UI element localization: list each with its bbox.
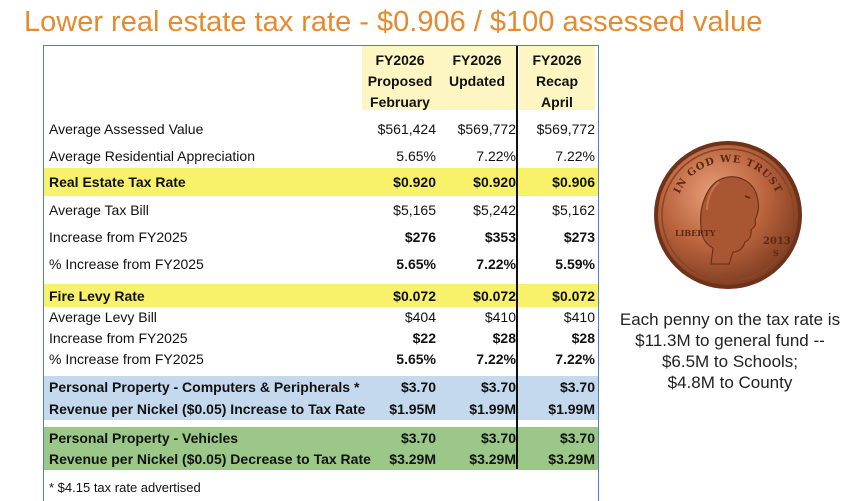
cell-recap: $28 bbox=[571, 329, 595, 346]
row-label: Increase from FY2025 bbox=[49, 329, 188, 346]
cell-proposed: $3.70 bbox=[400, 379, 436, 395]
cell-proposed: $0.920 bbox=[393, 174, 436, 190]
cell-proposed: $22 bbox=[412, 329, 436, 346]
cell-proposed: 5.65% bbox=[396, 256, 436, 272]
table-row: Average Assessed Value $561,424 $569,772… bbox=[44, 117, 598, 141]
column-header-recap: FY2026 Recap April bbox=[532, 52, 582, 110]
cell-updated: $410 bbox=[484, 309, 516, 325]
row-label: Revenue per Nickel ($0.05) Increase to T… bbox=[49, 401, 366, 417]
penny-image: IN GOD WE TRUST LIBERTY 2013 S bbox=[653, 140, 803, 295]
tax-rate-table: FY2026 Proposed February FY2026 Updated … bbox=[43, 45, 599, 501]
cell-updated: $569,772 bbox=[457, 121, 516, 137]
penny-note-line: $4.8M to County bbox=[667, 373, 793, 392]
penny-note-line: Each penny on the tax rate is bbox=[619, 310, 841, 329]
cell-recap: $410 bbox=[563, 309, 595, 325]
cell-updated: $3.70 bbox=[480, 429, 516, 446]
cell-recap: 7.22% bbox=[555, 148, 595, 164]
cell-recap: $273 bbox=[563, 229, 595, 245]
penny-mint-mark: S bbox=[773, 248, 779, 258]
cell-updated: 7.22% bbox=[476, 148, 516, 164]
table-row-highlight: Revenue per Nickel ($0.05) Decrease to T… bbox=[44, 448, 598, 470]
cell-proposed: $1.95M bbox=[389, 401, 436, 417]
row-label: Increase from FY2025 bbox=[49, 229, 188, 245]
cell-proposed: $0.072 bbox=[393, 287, 436, 304]
column-header-proposed: FY2026 Proposed February bbox=[367, 52, 433, 110]
header-highlight bbox=[519, 46, 595, 110]
cell-recap: $3.29M bbox=[548, 451, 595, 467]
table-row-highlight: Real Estate Tax Rate $0.920 $0.920 $0.90… bbox=[44, 168, 598, 196]
penny-note-line: $6.5M to Schools; bbox=[661, 352, 799, 371]
cell-recap: $3.70 bbox=[559, 379, 595, 395]
cell-proposed: $404 bbox=[404, 309, 436, 325]
cell-updated: $0.920 bbox=[473, 174, 516, 190]
cell-proposed: 5.65% bbox=[396, 148, 436, 164]
penny-note-line: $11.3M to general fund -- bbox=[635, 331, 825, 350]
cell-proposed: $5,165 bbox=[393, 202, 436, 218]
cell-proposed: $276 bbox=[404, 229, 436, 245]
table-footnote: * $4.15 tax rate advertised bbox=[49, 480, 201, 495]
cell-recap: $5,162 bbox=[552, 202, 595, 218]
row-label: % Increase from FY2025 bbox=[49, 350, 204, 367]
cell-recap: $569,772 bbox=[536, 121, 595, 137]
cell-proposed: $3.29M bbox=[389, 451, 436, 467]
row-label: Fire Levy Rate bbox=[49, 287, 145, 304]
cell-updated: 7.22% bbox=[476, 256, 516, 272]
column-header-updated: FY2026 Updated bbox=[449, 52, 505, 89]
table-row: % Increase from FY2025 5.65% 7.22% 7.22% bbox=[44, 348, 598, 369]
cell-updated: $3.70 bbox=[480, 379, 516, 395]
table-row-highlight: Personal Property - Vehicles $3.70 $3.70… bbox=[44, 427, 598, 448]
penny-note: Each penny on the tax rate is $11.3M to … bbox=[604, 309, 856, 393]
row-label: Revenue per Nickel ($0.05) Decrease to T… bbox=[49, 451, 371, 467]
row-label: Average Assessed Value bbox=[49, 121, 204, 137]
row-label: Average Residential Appreciation bbox=[49, 148, 255, 164]
table-row: % Increase from FY2025 5.65% 7.22% 5.59% bbox=[44, 252, 598, 276]
penny-liberty: LIBERTY bbox=[675, 228, 716, 238]
table-row-highlight: Fire Levy Rate $0.072 $0.072 $0.072 bbox=[44, 284, 598, 307]
cell-proposed: $3.70 bbox=[400, 429, 436, 446]
cell-proposed: $561,424 bbox=[377, 121, 436, 137]
cell-updated: $3.29M bbox=[469, 451, 516, 467]
page-title: Lower real estate tax rate - $0.906 / $1… bbox=[24, 6, 763, 38]
cell-updated: $1.99M bbox=[469, 401, 516, 417]
row-label: % Increase from FY2025 bbox=[49, 256, 204, 272]
cell-recap: $0.072 bbox=[552, 287, 595, 304]
table-row-highlight: Personal Property - Computers & Peripher… bbox=[44, 376, 598, 398]
table-row-highlight: Revenue per Nickel ($0.05) Increase to T… bbox=[44, 398, 598, 420]
table-row: Increase from FY2025 $22 $28 $28 bbox=[44, 327, 598, 348]
cell-updated: $28 bbox=[492, 329, 516, 346]
header-highlight bbox=[362, 46, 516, 110]
cell-recap: $1.99M bbox=[548, 401, 595, 417]
cell-recap: $0.906 bbox=[552, 174, 595, 190]
table-row: Increase from FY2025 $276 $353 $273 bbox=[44, 225, 598, 249]
row-label: Average Levy Bill bbox=[49, 309, 157, 325]
row-label: Real Estate Tax Rate bbox=[49, 174, 186, 190]
row-label: Personal Property - Vehicles bbox=[49, 429, 239, 446]
cell-updated: 7.22% bbox=[476, 350, 516, 367]
cell-recap: $3.70 bbox=[559, 429, 595, 446]
cell-recap: 5.59% bbox=[555, 256, 595, 272]
cell-updated: $0.072 bbox=[473, 287, 516, 304]
table-row: Average Residential Appreciation 5.65% 7… bbox=[44, 144, 598, 168]
cell-proposed: 5.65% bbox=[396, 350, 436, 367]
column-divider bbox=[516, 46, 518, 469]
penny-year: 2013 bbox=[763, 236, 791, 247]
cell-updated: $5,242 bbox=[473, 202, 516, 218]
cell-updated: $353 bbox=[484, 229, 516, 245]
row-label: Average Tax Bill bbox=[49, 202, 149, 218]
table-row: Average Levy Bill $404 $410 $410 bbox=[44, 307, 598, 327]
row-label: Personal Property - Computers & Peripher… bbox=[49, 379, 360, 395]
cell-recap: 7.22% bbox=[555, 350, 595, 367]
table-row: Average Tax Bill $5,165 $5,242 $5,162 bbox=[44, 198, 598, 222]
